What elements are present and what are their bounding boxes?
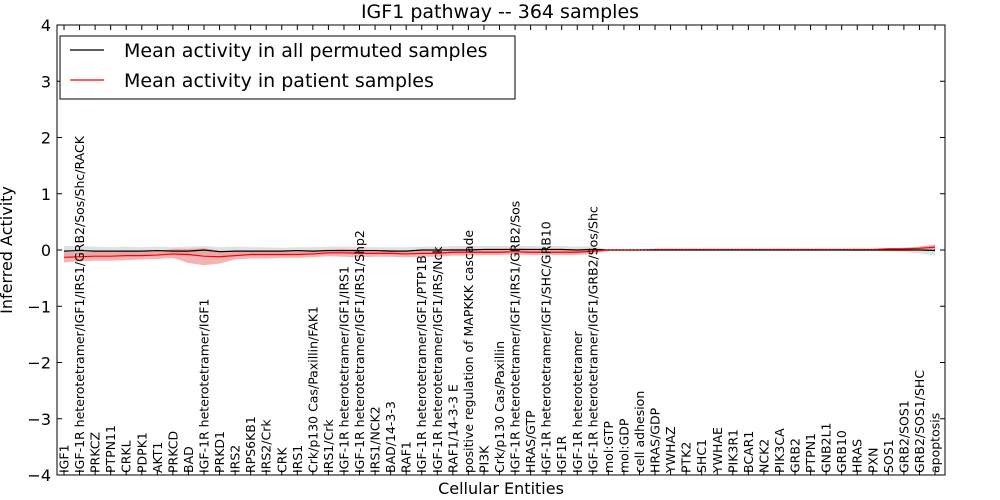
y-tick-label: 1 xyxy=(41,185,51,204)
y-tick-label: −4 xyxy=(27,466,51,485)
x-category-label: Crk/p130 Cas/Paxillin/FAK1 xyxy=(305,306,320,473)
y-tick-label: −3 xyxy=(27,410,51,429)
x-category-label: HRAS/GDP xyxy=(648,407,663,473)
x-category-label: IGF-1R heterotetramer/IGF1/SHC/GRB10 xyxy=(539,221,554,473)
x-axis-ticks xyxy=(63,25,936,475)
legend-label-permuted: Mean activity in all permuted samples xyxy=(124,40,487,62)
x-category-label: BAD xyxy=(181,446,196,473)
legend-box xyxy=(59,35,516,100)
x-category-label: mol:GTP xyxy=(601,421,616,473)
x-category-label: PRKD1 xyxy=(212,431,227,473)
x-category-label: mol:GDP xyxy=(616,418,631,473)
x-category-label: IGF-1R heterotetramer/IGF1/IRS/Nck xyxy=(430,246,445,473)
legend: Mean activity in all permuted samples Me… xyxy=(59,35,516,100)
x-category-label: IRS1 xyxy=(290,445,305,473)
x-category-label: PTPN1 xyxy=(803,433,818,473)
x-category-label: IGF-1R heterotetramer/IGF1 xyxy=(196,299,211,473)
x-category-label: RAF1 xyxy=(399,441,414,473)
y-axis-title: Inferred Activity xyxy=(0,186,16,314)
x-category-label: CRK xyxy=(274,447,289,473)
x-category-label: PIK3R1 xyxy=(725,429,740,473)
legend-label-patient: Mean activity in patient samples xyxy=(124,70,434,92)
x-category-label: RPS6KB1 xyxy=(243,416,258,473)
x-category-label: cell adhesion xyxy=(632,391,647,473)
x-category-label: IGF1 xyxy=(57,444,72,473)
x-category-label: PTPN11 xyxy=(103,425,118,473)
x-category-label: SHC1 xyxy=(694,439,709,473)
x-category-label: HRAS xyxy=(850,439,865,473)
y-tick-label: 4 xyxy=(41,16,51,35)
series-line-patient xyxy=(63,246,936,258)
x-axis-title: Cellular Entities xyxy=(438,479,564,498)
x-category-label: IGF-1R heterotetramer/IGF1/IRS1 xyxy=(336,266,351,473)
x-category-label: IGF1R xyxy=(554,435,569,473)
y-tick-label: 3 xyxy=(41,72,51,91)
x-category-label: PXN xyxy=(865,448,880,473)
x-category-label: Crk/p130 Cas/Paxillin xyxy=(492,341,507,473)
x-category-label: apoptosis xyxy=(928,413,943,473)
x-category-label: GRB2/SOS1 xyxy=(896,400,911,473)
x-category-label: YWHAZ xyxy=(663,426,678,474)
x-category-label: IRS1/NCK2 xyxy=(368,406,383,473)
x-category-label: PI3K xyxy=(476,445,491,473)
x-category-label: IGF-1R heterotetramer/IGF1/PTP1B xyxy=(414,255,429,473)
x-category-label: IGF-1R heterotetramer/IGF1/IRS1/Shp2 xyxy=(352,230,367,473)
x-category-label: IRS1/Crk xyxy=(321,419,336,473)
x-category-label: IGF-1R heterotetramer/IGF1/GRB2/Sos/Shc xyxy=(585,206,600,473)
x-category-label: RAF1/14-3-3 E xyxy=(445,384,460,473)
x-category-label: CRKL xyxy=(119,440,134,473)
x-category-label: SOS1 xyxy=(881,439,896,473)
x-category-label: PRKCZ xyxy=(88,432,103,473)
x-category-label: GRB2/SOS1/SHC xyxy=(912,370,927,473)
y-tick-label: −1 xyxy=(27,297,51,316)
series-lines xyxy=(63,246,936,258)
x-category-label: GRB2 xyxy=(788,438,803,473)
x-category-label: PTK2 xyxy=(679,442,694,473)
x-axis-category-labels: IGF1 IGF-1R heterotetramer/IGF1/IRS1/GRB2… xyxy=(57,135,943,474)
x-category-label: PDPK1 xyxy=(134,432,149,473)
y-tick-label: 0 xyxy=(41,241,51,260)
x-category-label: BAD/14-3-3 xyxy=(383,401,398,473)
x-category-label: HRAS/GTP xyxy=(523,410,538,473)
x-category-label: IRS2/Crk xyxy=(259,419,274,473)
x-category-label: NCK2 xyxy=(756,439,771,473)
x-category-label: AKT1 xyxy=(150,442,165,473)
x-category-label: positive regulation of MAPKKK cascade xyxy=(461,230,476,473)
y-axis-ticks: 4 3 2 1 0 −1 −2 −3 −4 xyxy=(27,16,945,485)
x-category-label: YWHAE xyxy=(710,427,725,474)
x-category-label: PIK3CA xyxy=(772,428,787,473)
x-category-label: IGF-1R heterotetramer/IGF1/IRS1/GRB2/Sos… xyxy=(72,135,87,473)
y-tick-label: −2 xyxy=(27,354,51,373)
x-category-label: BCAR1 xyxy=(741,431,756,473)
chart-title: IGF1 pathway -- 364 samples xyxy=(361,1,639,23)
x-category-label: IGF-1R heterotetramer xyxy=(570,330,585,473)
x-category-label: IGF-1R heterotetramer/IGF1/IRS1/GRB2/Sos xyxy=(508,201,523,473)
x-category-label: GNB2L1 xyxy=(819,423,834,473)
x-category-label: IRS2 xyxy=(228,445,243,473)
x-category-label: GRB10 xyxy=(834,430,849,473)
x-category-label: PRKCD xyxy=(165,431,180,473)
y-tick-label: 2 xyxy=(41,129,51,148)
